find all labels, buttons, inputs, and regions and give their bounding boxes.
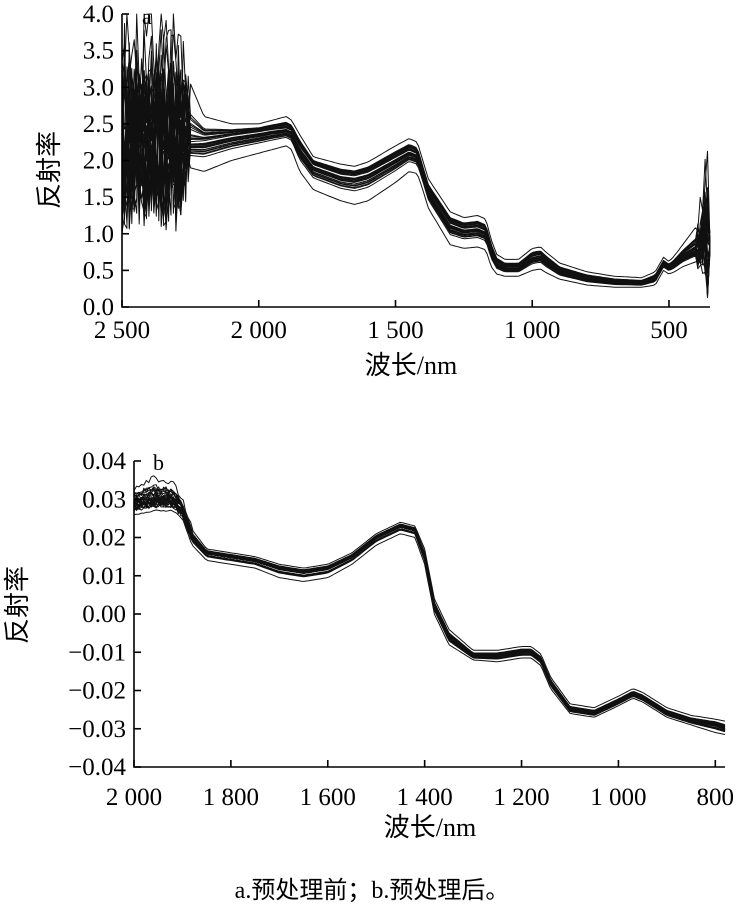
panel-a-spectrum-line (121, 44, 711, 282)
panel-a-y-tick-label: 0.0 (83, 294, 114, 321)
panel-a-letter: a (142, 4, 152, 29)
panel-a-spectrum-line (121, 73, 711, 283)
panel-b-spectrum-line (133, 490, 726, 728)
panel-a-spectrum-line (121, 139, 711, 288)
panel-a-x-tick-label: 1 000 (504, 317, 560, 344)
panel-b-y-tick-label: 0.04 (82, 448, 126, 475)
panel-a-y-tick-label: 2.5 (83, 111, 114, 138)
panel-a-y-tick-label: 3.0 (83, 74, 114, 101)
panel-b-spectrum-line (133, 489, 726, 728)
panel-a-spectrum-line (121, 73, 711, 285)
panel-b-spectrum-line (133, 488, 726, 727)
panel-b-y-tick-label: 0.03 (82, 486, 126, 513)
panel-a: 0.0 0.5 1.0 1.5 2.0 2.5 3.0 3.5 4.0 2 500 2 000 1 … (35, 1, 711, 380)
panel-b-y-tick-label: −0.03 (68, 716, 126, 743)
panel-b-spectrum-line (133, 486, 726, 726)
panel-a-x-ticks: 2 500 2 000 1 500 1 000 500 (94, 300, 688, 344)
panel-a-spectrum-line (121, 69, 711, 287)
panel-b-spectrum-line (133, 501, 726, 733)
panel-a-spectrum-line (121, 80, 711, 285)
panel-b-spectrum-line (133, 488, 726, 727)
panel-b-y-tick-label: 0.02 (82, 525, 126, 552)
panel-b-letter: b (153, 450, 164, 475)
panel-b-x-axis-title: 波长/nm (384, 813, 476, 842)
panel-a-y-tick-label: 1.5 (83, 184, 114, 211)
panel-a-y-tick-label: 1.0 (83, 221, 114, 248)
panel-a-spectrum-line (121, 37, 711, 282)
panel-b-x-tick-label: 1 800 (203, 784, 259, 811)
panel-a-x-tick-label: 500 (650, 317, 688, 344)
panel-a-series-group (121, 13, 711, 299)
panel-a-spectrum-line (121, 96, 711, 286)
panel-a-x-tick-label: 2 500 (94, 317, 150, 344)
panel-b-y-tick-label: −0.01 (68, 639, 126, 666)
panel-b-spectrum-line (133, 475, 726, 722)
panel-b-x-tick-label: 1 400 (397, 784, 453, 811)
panel-a-spectrum-line (121, 49, 711, 283)
panel-a-spectrum-line (121, 61, 711, 284)
panel-a-spectrum-line (121, 72, 711, 299)
panel-b-x-tick-label: 1 600 (300, 784, 356, 811)
panel-a-y-tick-label: 3.5 (83, 38, 114, 65)
panel-a-spectrum-line (121, 66, 711, 284)
panel-b-series-group (133, 475, 726, 735)
panel-a-spectrum-line (121, 66, 711, 284)
panel-a-y-tick-label: 0.5 (83, 257, 114, 284)
panel-b-x-tick-label: 800 (697, 784, 735, 811)
panel-b-spectrum-line (133, 509, 726, 735)
panel-a-x-axis-title: 波长/nm (365, 351, 457, 380)
panel-b-y-axis-title: 反射率 (3, 566, 32, 644)
panel-a-spectrum-line (121, 74, 711, 284)
panel-b-y-ticks: 0.04 0.03 0.02 0.01 0.00 −0.01 −0.02 −0.03 −0.04 (68, 448, 141, 781)
panel-b-x-tick-label: 1 200 (493, 784, 549, 811)
panel-b-x-tick-label: 1 000 (590, 784, 646, 811)
panel-b-y-tick-label: 0.01 (82, 563, 126, 590)
panel-a-spectrum-line (121, 73, 711, 286)
panel-b-y-tick-label: 0.00 (82, 601, 126, 628)
panel-b-y-tick-label: −0.04 (68, 754, 126, 781)
panel-a-spectrum-line (121, 71, 711, 297)
panel-a-spectrum-line (121, 73, 711, 298)
panel-a-x-tick-label: 1 500 (367, 317, 423, 344)
panel-a-y-axis-title: 反射率 (35, 131, 64, 209)
panel-a-spectrum-line (121, 72, 711, 286)
panel-b-x-tick-label: 2 000 (106, 784, 162, 811)
panel-a-spectrum-line (121, 59, 711, 283)
panel-b-spectrum-line (133, 484, 726, 726)
panel-a-spectrum-line (121, 13, 711, 279)
panel-b-spectrum-line (133, 497, 726, 730)
figure-caption: a.预处理前；b.预处理后。 (235, 877, 510, 904)
panel-a-x-tick-label: 2 000 (231, 317, 287, 344)
panel-a-y-ticks: 0.0 0.5 1.0 1.5 2.0 2.5 3.0 3.5 4.0 (83, 1, 129, 321)
panel-a-y-tick-label: 4.0 (83, 1, 114, 28)
panel-a-spectrum-line (121, 57, 711, 283)
panel-a-spectrum-line (121, 66, 711, 285)
panel-b-x-ticks: 2 000 1 800 1 600 1 400 1 200 1 000 800 (106, 760, 734, 811)
panel-a-spectrum-line (121, 60, 711, 283)
panel-a-y-tick-label: 2.0 (83, 148, 114, 175)
panel-b-y-tick-label: −0.02 (68, 678, 126, 705)
panel-a-spectrum-line (121, 69, 711, 296)
panel-a-spectrum-line (121, 68, 711, 284)
panel-b: 0.04 0.03 0.02 0.01 0.00 −0.01 −0.02 −0.03 −0.04… (3, 448, 734, 842)
panel-b-axes (133, 461, 725, 768)
panel-a-spectrum-line (121, 83, 711, 285)
